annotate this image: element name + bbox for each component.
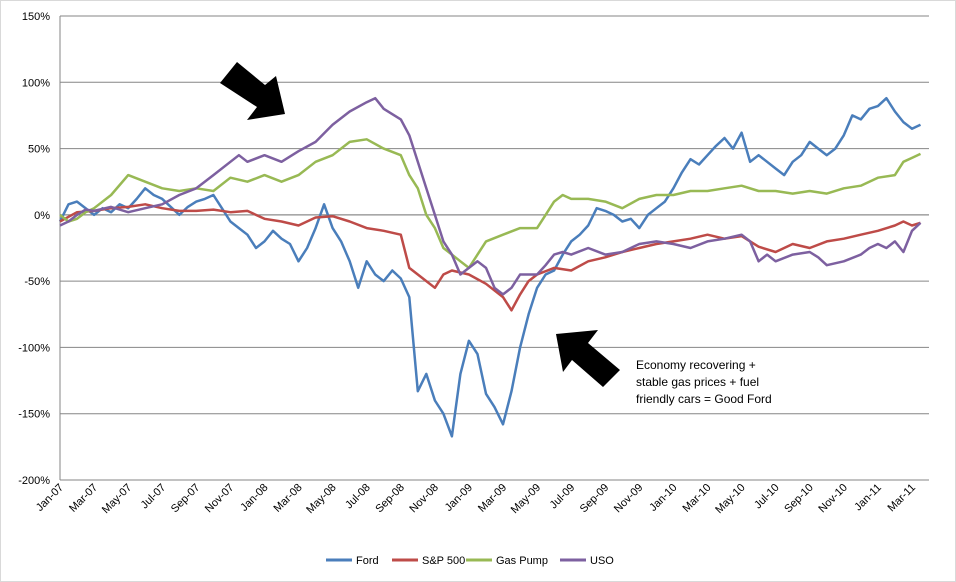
x-tick-label: Mar-10: [680, 482, 713, 515]
series-line-s-p-500: [59, 203, 921, 312]
annotation-text: Economy recovering + stable gas prices +…: [636, 358, 772, 406]
x-tick-label: May-09: [509, 482, 543, 516]
x-axis-ticks: Jan-07 Mar-07 May-07 Jul-07 Sep-07 Nov-07 Jan-…: [34, 482, 918, 516]
arrow-down-right-icon: [220, 62, 285, 120]
annotation-line-3: friendly cars = Good Ford: [636, 392, 772, 406]
x-tick-label: Sep-09: [578, 482, 612, 516]
x-tick-label: Mar-08: [272, 482, 305, 515]
series-line-gas-pump: [59, 138, 922, 270]
y-tick-label: 0%: [34, 210, 50, 222]
annotation-line-2: stable gas prices + fuel: [636, 375, 759, 389]
x-tick-label: May-10: [713, 482, 747, 516]
x-tick-label: Jan-09: [443, 482, 475, 514]
y-tick-label: -200%: [18, 475, 50, 487]
legend-label: Ford: [356, 555, 379, 567]
y-tick-label: -150%: [18, 409, 50, 421]
x-tick-label: Jul-07: [139, 482, 169, 512]
x-tick-label: Nov-08: [407, 482, 441, 516]
x-tick-label: May-08: [304, 482, 338, 516]
x-tick-label: Jul-08: [343, 482, 373, 512]
gridlines: [59, 15, 929, 481]
legend-label: Gas Pump: [496, 555, 548, 567]
x-tick-label: Nov-09: [612, 482, 646, 516]
legend: Ford S&P 500 Gas Pump USO: [326, 555, 614, 567]
series-lines: [58, 96, 922, 438]
series-line-uso: [59, 96, 922, 296]
x-tick-label: Sep-07: [169, 482, 203, 516]
x-tick-label: Jan-11: [852, 482, 884, 514]
x-tick-label: Jan-08: [238, 482, 270, 514]
arrow-up-left-icon: [556, 330, 620, 387]
x-tick-label: Mar-09: [476, 482, 509, 515]
legend-label: USO: [590, 555, 614, 567]
x-tick-label: Jul-09: [548, 482, 578, 512]
x-tick-label: Sep-10: [782, 482, 816, 516]
x-tick-label: Mar-11: [886, 482, 919, 515]
x-tick-label: Jan-10: [647, 482, 679, 514]
y-axis-ticks: 150% 100% 50% 0% -50% -100% -150% -200%: [18, 11, 50, 487]
x-tick-label: Nov-10: [816, 482, 850, 516]
x-tick-label: May-07: [100, 482, 134, 516]
legend-label: S&P 500: [422, 555, 465, 567]
y-tick-label: -50%: [24, 276, 50, 288]
y-tick-label: 100%: [22, 77, 50, 89]
y-tick-label: -100%: [18, 342, 50, 354]
x-tick-label: Nov-07: [203, 482, 237, 516]
annotation-line-1: Economy recovering +: [636, 358, 756, 372]
x-tick-label: Jul-10: [752, 482, 782, 512]
y-tick-label: 150%: [22, 11, 50, 23]
series-line-ford: [58, 96, 922, 438]
y-tick-label: 50%: [28, 144, 50, 156]
x-tick-label: Mar-07: [67, 482, 100, 515]
x-tick-label: Sep-08: [373, 482, 407, 516]
